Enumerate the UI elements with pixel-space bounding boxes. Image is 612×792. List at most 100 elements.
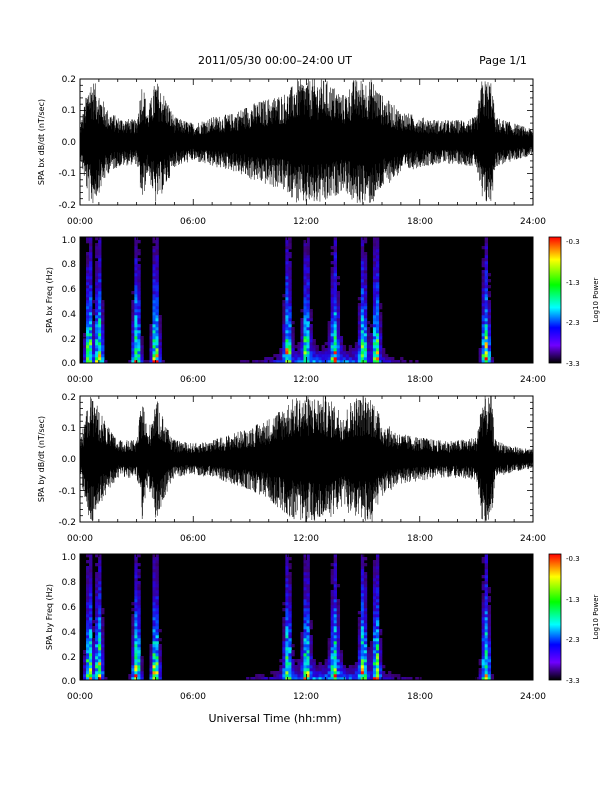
spectrogram-cell [333,590,337,594]
spectrogram-cell [487,599,492,603]
spectrogram-cell [324,354,328,358]
spectrogram-cell [330,285,334,289]
spectrogram-cell [137,674,141,678]
spectrogram-cell [372,321,377,325]
spectrogram-cell [309,318,313,322]
spectrogram-cell [363,563,368,567]
spectrogram-cell [131,674,135,678]
spectrogram-cell [366,674,371,678]
spectrogram-cell [149,671,153,675]
y-tick-label: 0.1 [62,424,76,434]
spectrogram-cell [303,330,307,334]
x-tick-label: 00:00 [67,692,93,702]
spectrogram-cell [490,360,495,364]
spectrogram-cell [152,602,156,606]
spectrogram-cell [309,336,313,340]
spectrogram-cell [487,309,492,313]
spectrogram-cell [303,255,307,259]
spectrogram-cell [333,351,337,355]
spectrogram-cell [363,605,368,609]
spectrogram-cell [86,578,90,582]
spectrogram-cell [131,348,135,352]
spectrogram-cell [481,584,485,588]
spectrogram-cell [360,626,365,630]
spectrogram-cell [487,596,492,600]
spectrogram-cell [279,351,283,355]
spectrogram-cell [134,351,138,355]
spectrogram-cell [360,285,365,289]
spectrogram-cell [134,596,138,600]
spectrogram-cell [98,638,102,642]
spectrogram-cell [318,665,322,669]
spectrogram-cell [288,297,292,301]
spectrogram-cell [288,285,292,289]
spectrogram-cell [303,339,307,343]
spectrogram-cell [155,345,159,349]
spectrogram-cell [375,632,380,636]
spectrogram-cell [134,315,138,319]
spectrogram-cell [98,563,102,567]
spectrogram-cell [303,336,307,340]
spectrogram-cell [158,671,162,675]
spectrogram-cell [342,668,347,672]
spectrogram-cell [131,339,135,343]
spectrogram-cell [375,647,380,651]
spectrogram-cell [155,321,159,325]
spectrogram-cell [137,312,141,316]
spectrogram-cell [264,360,268,364]
spectrogram-cell [288,677,292,681]
spectrogram-cell [360,351,365,355]
spectrogram-cell [360,641,365,645]
spectrogram-cell [363,333,368,337]
spectrogram-cell [391,357,395,361]
spectrogram-cell [152,288,156,292]
spectrogram-cell [360,563,365,567]
spectrogram-cell [294,360,298,364]
spectrogram-cell [306,650,310,654]
spectrogram-cell [318,662,322,666]
spectrogram-cell [83,677,87,681]
spectrogram-cell [240,360,244,364]
spectrogram-cell [95,614,99,618]
spectrogram-cell [363,662,368,666]
spectrogram-cell [363,602,368,606]
spectrogram-cell [285,623,289,627]
spectrogram-cell [357,324,362,328]
spectrogram-cell [89,596,93,600]
spectrogram-cell [297,674,301,678]
spectrogram-cell [333,270,337,274]
spectrogram-cell [288,626,292,630]
spectrogram-cell [152,330,156,334]
spectrogram-cell [282,617,286,621]
spectrogram-cell [131,312,135,316]
spectrogram-cell [360,357,365,361]
spectrogram-cell [300,318,304,322]
spectrogram-cell [89,276,93,280]
y-axis-label: SPA by Freq (Hz) [45,584,54,650]
spectrogram-cell [360,264,365,268]
spectrogram-cell [101,671,105,675]
spectrogram-cell [95,596,99,600]
spectrogram-cell [484,677,488,681]
spectrogram-cell [481,264,485,268]
spectrogram-cell [86,599,90,603]
spectrogram-cell [303,246,307,250]
spectrogram-cell [297,360,301,364]
spectrogram-cell [98,342,102,346]
spectrogram-cell [288,237,292,241]
spectrogram-cell [481,650,485,654]
spectrogram-cell [134,629,138,633]
spectrogram-cell [86,560,90,564]
spectrogram-cell [372,306,377,310]
spectrogram-cell [484,249,488,253]
spectrogram-cell [243,360,247,364]
spectrogram-cell [101,354,105,358]
spectrogram-cell [357,626,362,630]
spectrogram-cell [89,629,93,633]
spectrogram-cell [131,309,135,313]
spectrogram-cell [330,596,334,600]
spectrogram-cell [336,629,341,633]
spectrogram-cell [397,360,401,364]
spectrogram-cell [152,641,156,645]
spectrogram-cell [285,578,289,582]
